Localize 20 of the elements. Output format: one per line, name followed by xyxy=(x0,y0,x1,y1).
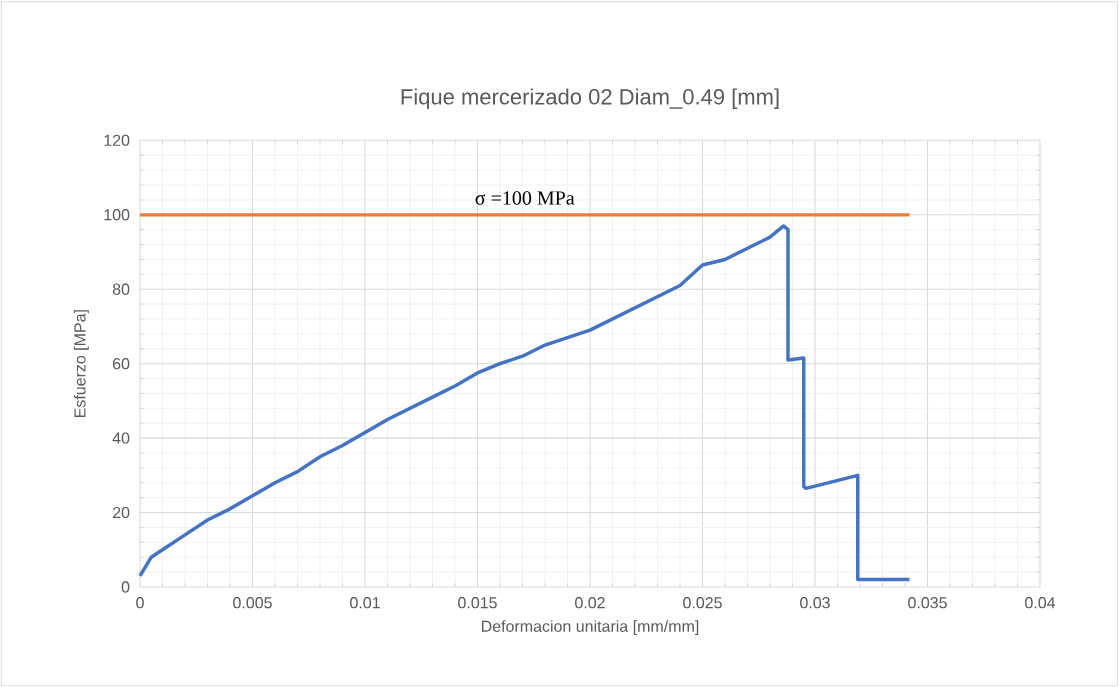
y-axis-title: Esfuerzo [MPa] xyxy=(73,310,89,418)
x-tick-label: 0.035 xyxy=(908,597,947,609)
x-tick-label: 0.015 xyxy=(458,597,497,609)
y-tick-label: 100 xyxy=(104,209,130,221)
x-tick-label: 0.025 xyxy=(683,597,722,609)
x-tick-label: 0 xyxy=(136,597,144,609)
chart-title: Fique mercerizado 02 Diam_0.49 [mm] xyxy=(401,88,779,109)
x-tick-label: 0.04 xyxy=(1025,597,1056,609)
y-tick-label: 0 xyxy=(121,581,130,593)
x-tick-label: 0.01 xyxy=(350,597,380,609)
x-tick-label: 0.005 xyxy=(233,597,272,609)
y-tick-label: 60 xyxy=(112,358,130,370)
x-tick-label: 0.03 xyxy=(800,597,830,609)
y-tick-label: 20 xyxy=(112,506,130,519)
x-axis-title: Deformacion unitaria [mm/mm] xyxy=(481,620,699,636)
y-tick-label: 120 xyxy=(104,134,130,146)
y-tick-label: 80 xyxy=(112,283,130,295)
y-tick-label: 40 xyxy=(112,432,130,444)
ref-line-label: σ =100 MPa xyxy=(475,191,575,205)
x-tick-label: 0.02 xyxy=(575,597,605,609)
